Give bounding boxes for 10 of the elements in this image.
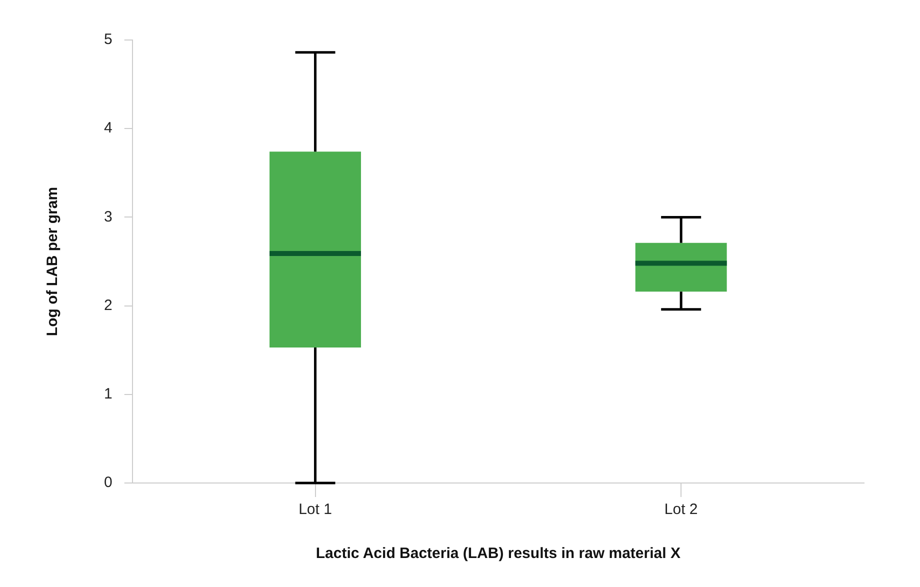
- y-tick-label: 1: [104, 386, 112, 403]
- x-tick-label: Lot 1: [298, 501, 332, 518]
- y-tick-label: 4: [104, 120, 112, 137]
- y-tick-label: 5: [104, 31, 112, 48]
- x-tick-label: Lot 2: [664, 501, 698, 518]
- x-axis-title: Lactic Acid Bacteria (LAB) results in raw material X: [316, 545, 680, 562]
- y-tick-label: 3: [104, 208, 112, 226]
- y-tick-label: 2: [104, 296, 112, 314]
- y-axis-title: Log of LAB per gram: [44, 186, 62, 336]
- y-tick-label: 0: [104, 474, 112, 492]
